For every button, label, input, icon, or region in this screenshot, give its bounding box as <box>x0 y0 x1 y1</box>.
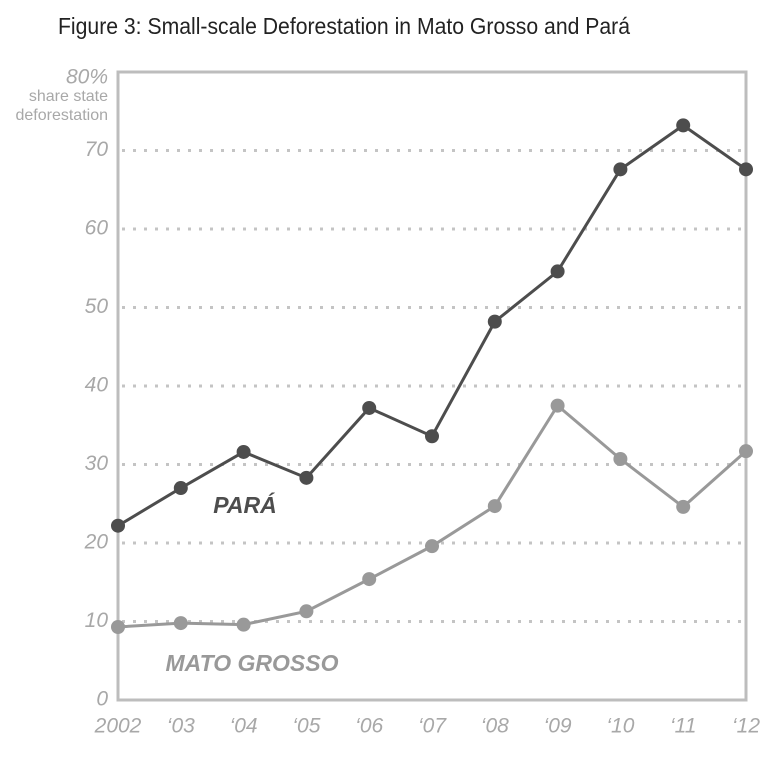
data-point <box>550 398 565 413</box>
x-tick-label: ‘10 <box>606 715 634 738</box>
data-point <box>613 162 628 177</box>
y-tick-label: 30 <box>85 452 109 475</box>
plot-frame <box>116 70 748 702</box>
series-label: PARÁ <box>213 491 276 518</box>
data-point <box>362 400 377 415</box>
data-point <box>739 162 753 177</box>
data-point <box>487 499 502 514</box>
data-point <box>111 619 125 634</box>
data-point <box>362 572 377 587</box>
data-point <box>111 518 125 533</box>
x-tick-label: ‘08 <box>481 715 509 738</box>
x-tick-label: ‘11 <box>670 715 696 738</box>
y-tick-label: 10 <box>85 609 109 632</box>
x-tick-label: ‘03 <box>167 715 195 738</box>
x-tick-label: ‘07 <box>418 715 447 738</box>
x-tick-label: ‘05 <box>292 715 320 738</box>
y-tick-label: 40 <box>85 374 109 397</box>
series-label: MATO GROSSO <box>166 650 339 676</box>
y-tick-label: 20 <box>84 531 109 554</box>
x-tick-label: ‘12 <box>732 715 760 738</box>
data-point <box>236 617 251 632</box>
data-point <box>550 264 565 279</box>
x-tick-label: ‘04 <box>230 715 258 738</box>
y-tick-label: 60 <box>85 217 109 240</box>
data-point <box>425 539 439 554</box>
y-tick-label: 80% <box>66 66 108 89</box>
y-axis-label: deforestation <box>15 107 108 124</box>
data-point <box>173 616 188 631</box>
chart-title: Figure 3: Small-scale Deforestation in M… <box>58 13 630 39</box>
y-tick-label: 50 <box>85 295 109 318</box>
data-point <box>613 452 628 467</box>
x-tick-label: 2002 <box>94 715 142 738</box>
data-point <box>173 481 188 496</box>
data-point <box>676 499 691 514</box>
x-tick-label: ‘09 <box>544 715 572 738</box>
y-tick-label: 70 <box>85 138 109 161</box>
data-point <box>299 604 314 619</box>
data-point <box>676 118 691 133</box>
data-point <box>299 470 314 485</box>
data-point <box>739 444 753 459</box>
data-point <box>487 314 502 329</box>
y-tick-label: 0 <box>96 688 108 711</box>
x-tick-label: ‘06 <box>355 715 383 738</box>
data-point <box>236 444 251 459</box>
data-point <box>425 429 439 444</box>
y-axis-label: share state <box>29 88 108 105</box>
